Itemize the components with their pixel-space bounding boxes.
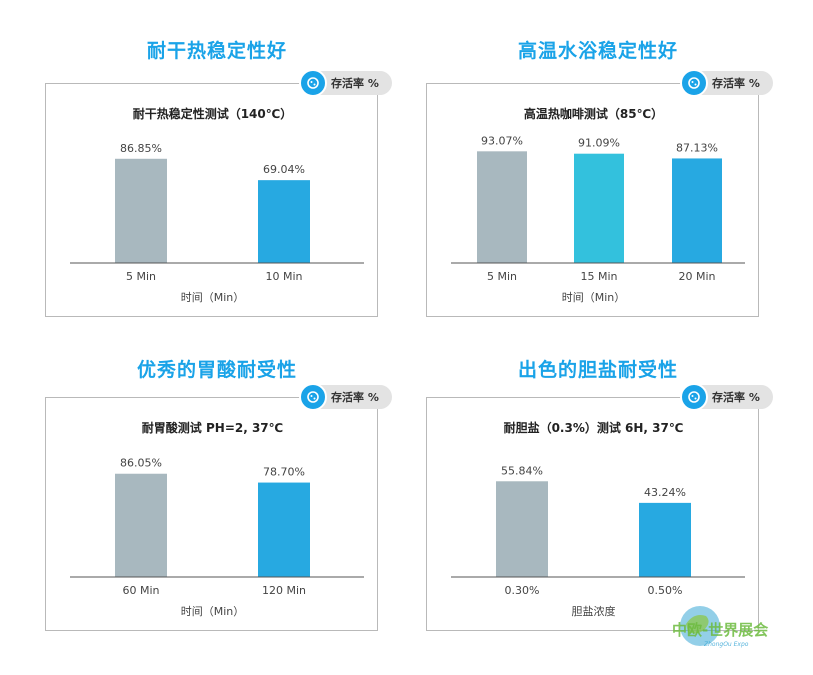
badge-label: 存活率 % [712,391,760,404]
survival-rate-badge: 存活率 % [299,383,392,411]
bar [477,151,527,263]
x-axis-label: 胆盐浓度 [572,604,616,618]
survival-rate-badge: 存活率 % [680,383,773,411]
data-label: 78.70% [263,466,305,479]
survival-rate-badge: 存活率 % [299,69,392,97]
watermark-text: 中欧-世界展会 [672,621,768,639]
chart-panel-bile-salt: 耐胆盐（0.3%）测试 6H, 37℃ 55.84% 0.30% 43.24% 0.50… [426,397,759,631]
bar [115,473,167,577]
bacteria-icon [299,69,327,97]
globe-land-shape [686,615,709,634]
data-label: 55.84% [501,464,543,477]
chart-title: 耐胆盐（0.3%）测试 6H, 37℃ [504,420,684,435]
chart-panel-water-bath: 高温热咖啡测试（85℃） 93.07% 5 Min 91.09% 15 Min 87.13… [426,83,759,317]
x-tick-label: 20 Min [678,270,715,283]
data-label: 91.09% [578,137,620,150]
x-axis-label: 时间（Min） [181,605,245,618]
data-label: 86.85% [120,142,162,155]
data-label: 43.24% [644,486,686,499]
x-axis-label: 时间（Min） [562,291,626,304]
badge-label: 存活率 % [712,77,760,90]
section-title-gastric-acid: 优秀的胃酸耐受性 [136,359,297,381]
x-tick-label: 5 Min [126,270,156,283]
chart-svg-gastric-acid: 耐胃酸测试 PH=2, 37℃ 86.05% 60 Min 78.70% 120 Min… [70,420,364,618]
bar [574,153,624,263]
section-title-bile-salt: 出色的胆盐耐受性 [517,359,678,381]
chart-title: 高温热咖啡测试（85℃） [524,106,663,121]
bacteria-icon [680,69,708,97]
x-tick-label: 120 Min [262,584,306,597]
badge-label: 存活率 % [331,77,379,90]
data-label: 86.05% [120,457,162,470]
x-tick-label: 15 Min [580,270,617,283]
badge-label: 存活率 % [331,391,379,404]
section-title-dry-heat: 耐干热稳定性好 [146,40,287,62]
data-label: 69.04% [263,163,305,176]
bacteria-icon [299,383,327,411]
x-tick-label: 0.30% [505,584,540,597]
section-title-water-bath: 高温水浴稳定性好 [517,40,678,62]
chart-title: 耐胃酸测试 PH=2, 37℃ [142,420,283,435]
x-tick-label: 5 Min [487,270,517,283]
survival-rate-badge: 存活率 % [680,69,773,97]
chart-title: 耐干热稳定性测试（140℃） [133,106,293,121]
x-tick-label: 60 Min [122,584,159,597]
bar [258,482,310,577]
x-tick-label: 0.50% [648,584,683,597]
bar [115,158,167,263]
bar [639,502,691,577]
x-axis-label: 时间（Min） [181,291,245,304]
chart-panel-gastric-acid: 耐胃酸测试 PH=2, 37℃ 86.05% 60 Min 78.70% 120 Min… [45,397,378,631]
watermark-subtext: ZhongOu Expo [703,641,749,648]
data-label: 87.13% [676,141,718,154]
chart-svg-water-bath: 高温热咖啡测试（85℃）93.07% 5 Min 91.09% 15 Min 87.13… [451,106,745,304]
chart-panel-dry-heat: 耐干热稳定性测试（140℃） 86.85% 5 Min 69.04% 10 Min 时间（… [45,83,378,317]
bacteria-icon [680,383,708,411]
data-label: 93.07% [481,134,523,147]
bar [672,158,722,263]
chart-svg-bile-salt: 耐胆盐（0.3%）测试 6H, 37℃ 55.84% 0.30% 43.24% 0.50… [451,420,745,618]
x-tick-label: 10 Min [265,270,302,283]
expo-watermark-logo: 中欧-世界展会 ZhongOu Expo [672,606,768,648]
bar [496,481,548,577]
chart-svg-dry-heat: 耐干热稳定性测试（140℃） 86.85% 5 Min 69.04% 10 Min 时间（… [70,106,364,304]
bar [258,180,310,263]
